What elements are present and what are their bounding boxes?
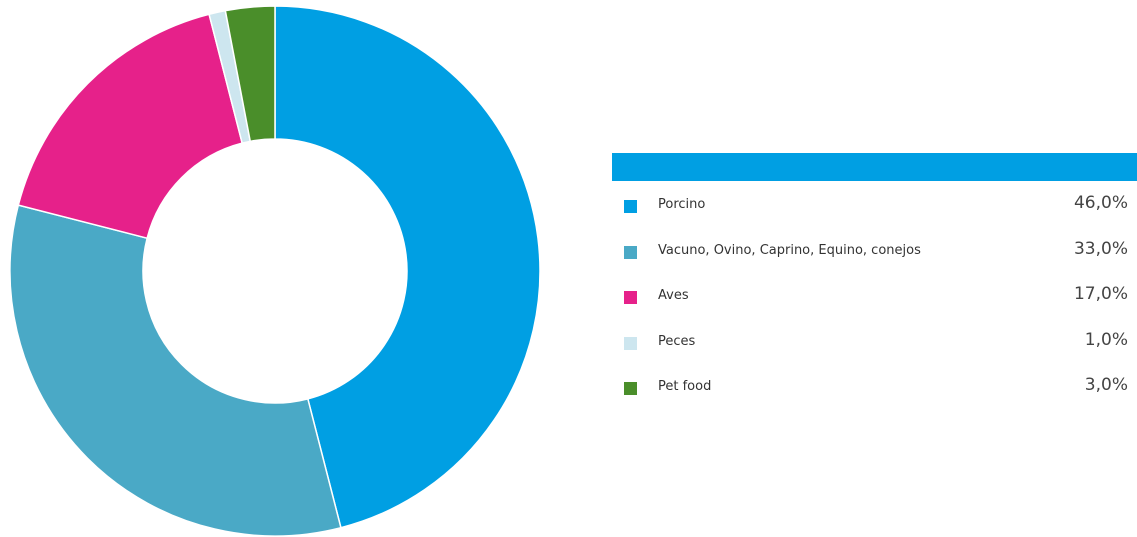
slice-aves [17,13,244,240]
legend-item-pet-food: Pet food 3,0% [612,372,1137,418]
legend-item-vacuno: Vacuno, Ovino, Caprino, Equino, conejos … [612,236,1137,282]
legend-swatch [624,200,637,213]
legend-value: 33,0% [1073,238,1128,259]
legend-swatch [624,291,637,304]
slice-vacuno [9,204,342,537]
legend-value: 17,0% [1073,284,1128,304]
legend-value: 46,0% [1073,193,1128,213]
legend-item-porcino: Porcino 46,0% [612,190,1137,236]
legend-label: Porcino [658,197,706,212]
legend-swatch [624,336,637,350]
legend: Porcino 46,0% Vacuno, Ovino, Caprino, Eq… [612,153,1137,418]
slice-pet-food [224,5,276,143]
legend-label: Vacuno, Ovino, Caprino, Equino, conejos [658,242,921,258]
donut-chart [9,5,541,537]
slice-porcino [274,5,541,529]
legend-swatch [624,245,637,259]
legend-header-bar [612,153,1137,181]
legend-value: 3,0% [1084,375,1128,395]
legend-label: Aves [658,288,689,303]
legend-item-peces: Peces 1,0% [612,327,1137,373]
legend-label: Pet food [658,379,712,394]
legend-value: 1,0% [1084,329,1128,350]
legend-label: Peces [658,333,696,349]
legend-item-aves: Aves 17,0% [612,281,1137,327]
legend-swatch [624,382,637,395]
